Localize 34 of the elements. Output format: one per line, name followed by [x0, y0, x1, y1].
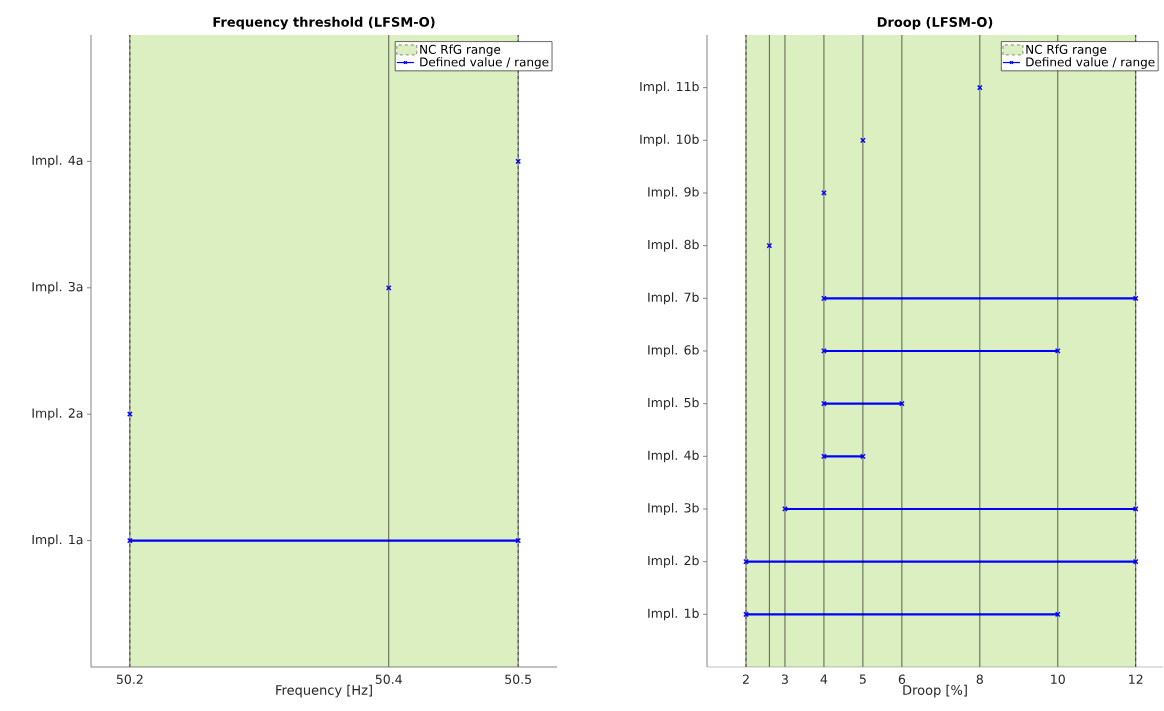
x-tick-label: 50.4 [375, 674, 402, 684]
x-tick-label: 3 [781, 674, 788, 684]
chart-title: Droop (LFSM-O) [877, 16, 993, 30]
y-tick-label: Impl. 3a [32, 281, 83, 294]
y-tick-label: Impl. 10b [640, 134, 699, 147]
x-tick-label: 6 [898, 674, 906, 684]
legend-label: Defined value / range [1026, 57, 1155, 69]
x-axis-title: Frequency [Hz] [276, 684, 372, 698]
band-label: NC RfG range [1026, 44, 1107, 57]
y-tick-label: Impl. 1a [32, 534, 83, 547]
y-tick-label: Impl. 2a [32, 408, 83, 421]
y-tick-label: Impl. 7b [648, 292, 699, 305]
y-tick-label: Impl. 1b [648, 608, 699, 621]
y-tick-label: Impl. 5b [648, 397, 699, 410]
y-tick-label: Impl. 9b [648, 186, 699, 200]
x-axis-title: Droop [%] [903, 684, 967, 698]
chart-title: Frequency threshold (LFSM-O) [213, 16, 435, 30]
legend-label: Defined value / range [420, 57, 549, 69]
y-tick-label: Impl. 8b [648, 239, 699, 252]
x-tick-label: 2 [742, 674, 749, 684]
y-tick-label: Impl. 6b [648, 344, 699, 358]
y-tick-label: Impl. 11b [640, 81, 699, 94]
x-tick-label: 8 [976, 674, 983, 684]
x-tick-label: 5 [859, 674, 866, 684]
x-tick-label: 50.2 [116, 674, 143, 684]
y-tick-label: Impl. 2b [648, 555, 699, 568]
x-tick-label: 12 [1129, 674, 1143, 684]
x-tick-label: 50.5 [505, 674, 531, 684]
y-tick-label: Impl. 3b [648, 502, 699, 516]
y-tick-label: Impl. 4b [648, 450, 699, 463]
x-tick-label: 4 [820, 674, 828, 684]
band-label: NC RfG range [420, 44, 501, 57]
x-tick-label: 10 [1051, 674, 1065, 684]
y-tick-label: Impl. 4a [32, 155, 83, 168]
